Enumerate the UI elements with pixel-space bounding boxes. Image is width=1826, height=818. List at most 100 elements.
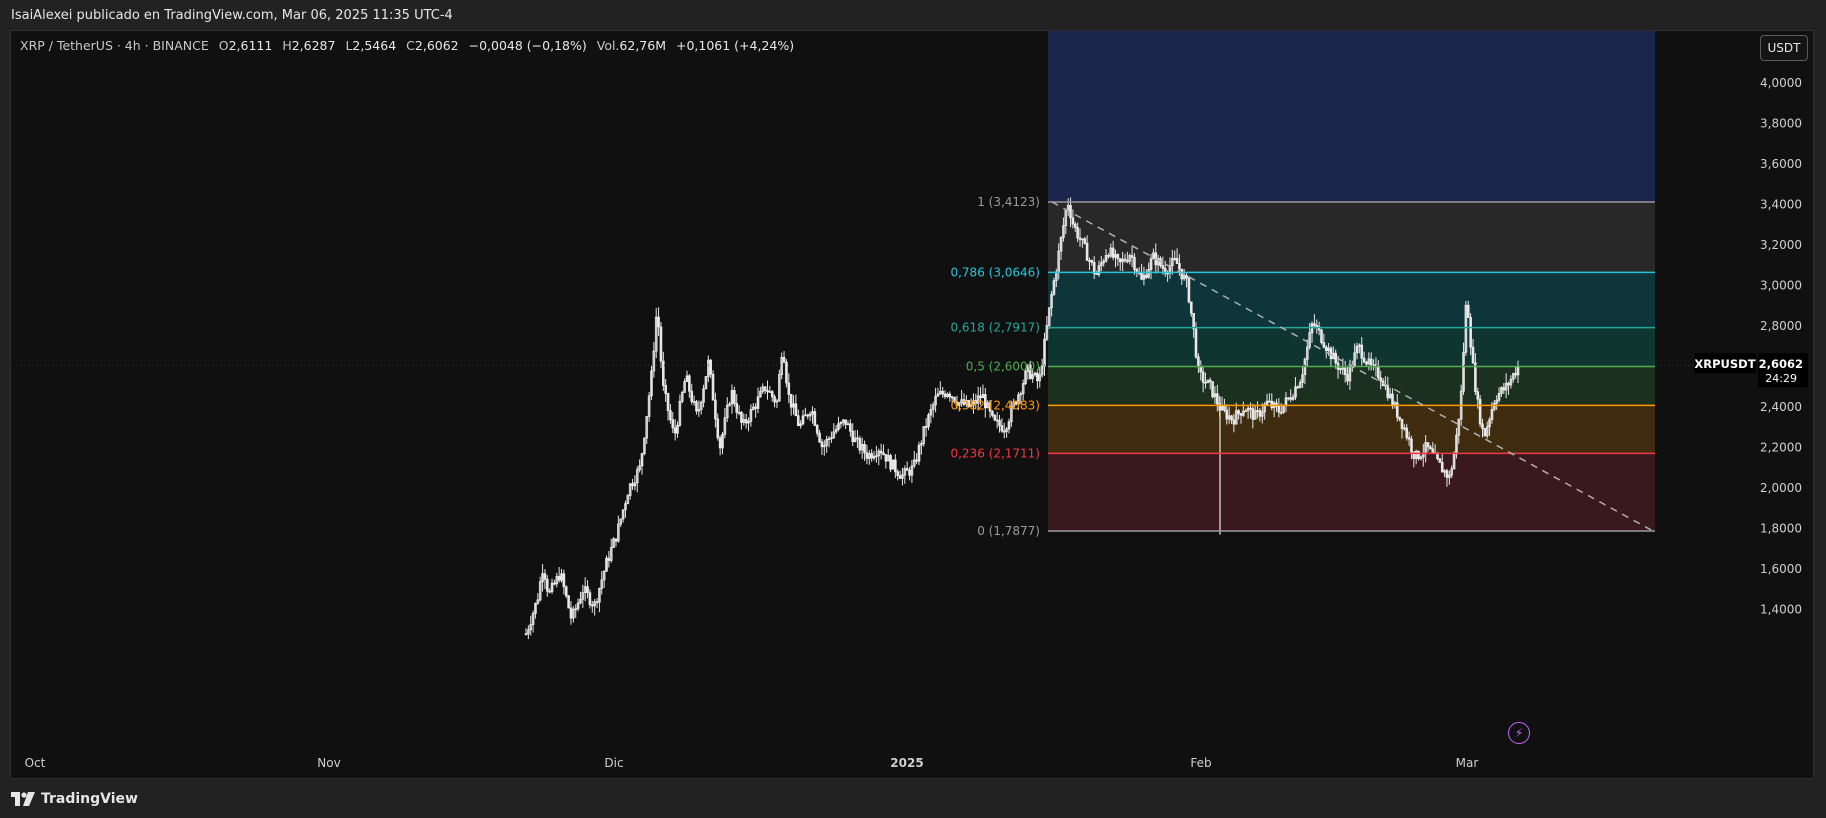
candle-body [1497,393,1501,401]
fib-zone-3 [1048,366,1655,406]
lightning-icon[interactable]: ⚡ [1508,722,1530,744]
candle-body [931,404,935,410]
fib-zone-5 [1048,453,1655,531]
symbol-name[interactable]: XRP / TetherUS · 4h · BINANCE [20,38,209,53]
candle-body [955,401,959,406]
candle-body [754,406,757,409]
candle-body [1412,451,1416,459]
candle-body [851,430,855,443]
candle-body [1194,328,1198,358]
candle-body [531,613,535,626]
candle-body [1509,378,1513,386]
candle-body [728,403,731,406]
candle-body [780,357,783,376]
candle-body [894,459,897,473]
candle-body [654,316,658,352]
candle-body [1431,448,1435,454]
candle-body [934,395,937,406]
candle-body [1192,313,1195,330]
fib-label-6: 0 (1,7877) [977,524,1040,538]
candle-body [1234,410,1238,425]
candle-body [1305,346,1309,360]
trend-line [1051,201,1654,532]
candle-body [1258,410,1262,417]
candle-body [747,420,750,424]
x-tick-label: Oct [25,756,46,770]
candle-body [1358,344,1361,347]
candle-body [867,453,871,459]
time-axis: Oct Nov Dic 2025 Feb Mar [25,756,1479,770]
candle-body [976,395,980,404]
y-tick-label: 3,0000 [1760,279,1802,293]
candle-body [1324,346,1328,352]
candle-body [1033,372,1037,376]
candle-body [744,419,748,424]
y-tick-label: 3,8000 [1760,117,1802,131]
candle-body [1171,258,1174,267]
candle-body [1265,400,1269,405]
candle-body [778,374,781,402]
candle-body [1133,256,1136,270]
candle-body [1152,252,1155,260]
candle-body [1289,397,1293,400]
currency-button[interactable]: USDT [1760,35,1808,61]
symbol-tag-bg [1694,353,1756,374]
fibonacci-trend-line [1051,201,1654,532]
candle-body [1488,419,1491,428]
candle-body [1339,368,1342,371]
candle-body [1090,260,1094,263]
symbol-legend: XRP / TetherUS · 4h · BINANCE O2,6111 H2… [20,38,794,53]
candle-body [1334,352,1337,364]
candle-body [564,586,568,597]
publisher-info: IsaiAlexei publicado en TradingView.com,… [11,8,453,23]
candle-body [543,573,547,580]
x-tick-label: Nov [317,756,340,770]
candle-body [808,413,812,417]
candle-body [1287,397,1290,400]
candle-body [567,595,570,609]
bottom-bar [0,779,1826,818]
candle-body [742,419,746,423]
candle-body [614,538,618,542]
candle-body [621,509,625,520]
candle-body [678,400,682,426]
tradingview-logo-icon [11,792,35,806]
candle-body [773,396,776,403]
candle-body [1253,410,1257,420]
candle-body [1291,396,1295,400]
candle-body [534,602,537,614]
candle-body [1007,421,1011,430]
candle-body [1249,407,1252,410]
candle-body [1031,374,1034,379]
candle-body [1076,227,1079,239]
candle-body [702,388,705,403]
candle-body [723,417,727,435]
candle-body [986,402,989,409]
candle-body [1083,238,1087,244]
volume-change: +0,1061 (+4,24%) [675,38,795,53]
candle-body [875,455,878,458]
y-tick-label: 2,0000 [1760,481,1802,495]
candle-body [714,399,717,420]
open-value: 2,6111 [228,38,273,53]
candle-body [1045,325,1049,340]
candle-body [891,459,895,470]
candle-body [676,424,679,434]
candle-body [920,443,923,446]
candle-body [1126,260,1129,263]
candle-body [1140,272,1143,280]
candle-body [1332,352,1335,360]
candle-body [1036,372,1039,382]
candle-body [1078,237,1082,240]
candle-body [960,399,963,404]
candle-body [917,444,921,462]
candle-body [946,393,949,397]
bar-countdown: 24:29 [1765,372,1797,385]
candle-body [1474,362,1477,393]
tradingview-logo[interactable]: TradingView [11,790,138,808]
candle-body [1019,393,1023,396]
candle-body [1500,387,1503,394]
candle-body [1220,405,1224,411]
candle-body [972,400,975,406]
